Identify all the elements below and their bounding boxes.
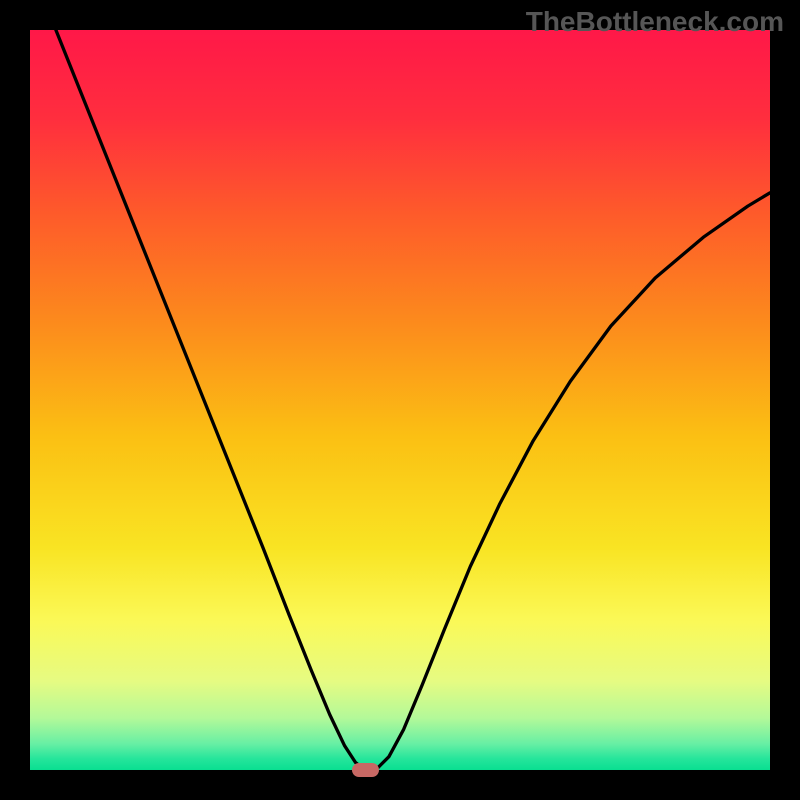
chart-frame: TheBottleneck.com	[0, 0, 800, 800]
plot-area	[30, 30, 770, 770]
watermark-text: TheBottleneck.com	[526, 6, 784, 38]
bottleneck-curve	[30, 30, 770, 770]
optimum-marker	[352, 763, 379, 778]
